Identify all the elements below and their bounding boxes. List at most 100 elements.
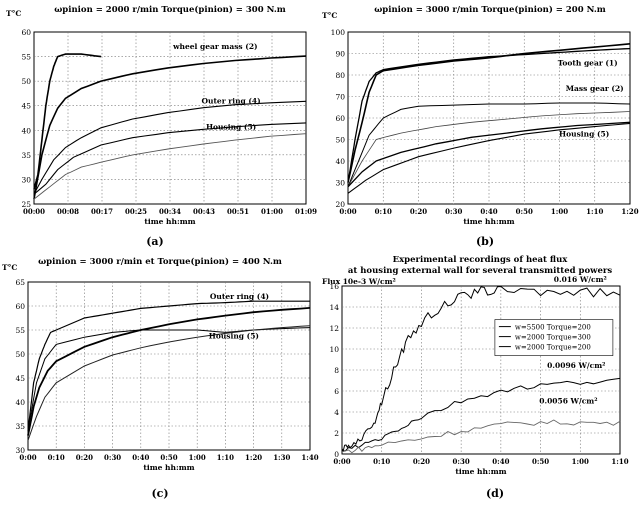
chart-panel-d: Experimental recordings of heat flux at h… [320,252,639,505]
y-tick-label: 30 [21,175,31,184]
series-annotation: Outer ring (4) [201,96,260,105]
y-axis-label-b: T°C [322,11,337,20]
y-tick-label: 40 [335,157,345,166]
series-annotation: Housing (5) [559,129,609,138]
y-tick-label: 30 [335,179,345,188]
series-annotation: Outer ring (4) [210,292,269,301]
y-tick-label: 60 [15,302,25,311]
series-annotation: 0.016 W/cm² [554,275,607,284]
series-annotation: Tooth gear (1) [558,58,618,67]
series-line [33,53,102,190]
y-tick-label: 50 [335,136,345,145]
series-line [347,43,631,183]
series-annotation: 0.0096 W/cm² [547,361,605,370]
y-tick-label: 45 [15,374,25,383]
y-tick-label: 10 [329,345,339,354]
series-line [27,325,311,441]
x-tick-label: 0:30 [453,457,470,466]
y-tick-label: 65 [15,278,25,287]
chart-subtitle-d: at housing external wall for several tra… [348,266,612,276]
series-line [341,285,621,452]
series-line [27,300,310,431]
x-tick-label: 0:30 [445,207,462,216]
legend-entry: w=2000 Torque=200 [515,344,591,352]
chart-panel-c: ωpinion = 3000 r/min et Torque(pinion) =… [0,252,320,505]
y-tick-label: 60 [335,114,345,123]
chart-title-b: ωpinion = 3000 r/min Torque(pinion) = 20… [374,4,606,15]
x-tick-label: 0:20 [413,457,430,466]
legend-box [494,319,614,356]
x-tick-label: 00:51 [227,207,249,216]
y-tick-label: 35 [21,151,31,160]
series-line [347,111,631,187]
chart-a-svg: ωpinion = 2000 r/min Torque(pinion) = 30… [6,4,317,226]
legend-entry: w=2000 Torque=300 [515,334,591,342]
x-tick-label: 1:30 [273,453,290,462]
y-tick-label: 55 [21,53,31,62]
y-tick-label: 90 [335,50,345,59]
x-axis-label-a: time hh:mm [144,217,195,226]
plot-frame-d [341,285,621,455]
series-annotation: 0.0056 W/cm² [539,397,597,406]
x-tick-label: 0:40 [492,457,509,466]
x-tick-label: 1:10 [217,453,234,462]
series-line [347,121,631,188]
x-tick-label: 0:20 [76,453,93,462]
x-tick-label: 1:00 [189,453,206,462]
x-tick-label: 1:10 [586,207,603,216]
x-tick-label: 00:43 [193,207,215,216]
chart-c-svg: ωpinion = 3000 r/min et Torque(pinion) =… [2,256,319,472]
x-tick-label: 0:20 [410,207,427,216]
series-line [33,133,307,200]
x-tick-label: 0:40 [480,207,497,216]
series-annotation: Mass gear (2) [566,84,624,93]
x-tick-label: 0:30 [104,453,121,462]
x-tick-label: 0:00 [339,207,356,216]
x-tick-label: 0:10 [48,453,65,462]
y-tick-label: 35 [15,422,25,431]
y-tick-label: 55 [15,326,25,335]
y-axis-label-c: T°C [2,263,17,272]
y-tick-label: 8 [334,366,339,375]
x-tick-label: 1:20 [245,453,262,462]
x-tick-label: 0:10 [375,207,392,216]
x-axis-label-c: time hh:mm [143,463,194,472]
x-tick-label: 1:40 [301,453,318,462]
y-axis-label-d: Flux 10e-3 W/cm² [322,277,396,286]
panel-label-c: (c) [151,487,169,500]
chart-title-d: Experimental recordings of heat flux [393,255,569,265]
x-tick-label: 0:40 [132,453,149,462]
y-tick-label: 14 [329,303,339,312]
x-tick-label: 01:00 [261,207,283,216]
y-tick-label: 16 [329,282,339,291]
x-tick-label: 1:00 [572,457,589,466]
x-tick-label: 00:00 [23,207,45,216]
x-tick-label: 0:00 [19,453,36,462]
legend-entry: w=5500 Torque=200 [515,324,591,332]
panel-label-d: (d) [485,487,505,500]
chart-panel-b: ωpinion = 3000 r/min Torque(pinion) = 20… [320,0,639,252]
y-tick-label: 70 [335,93,345,102]
y-tick-label: 4 [334,408,339,417]
x-tick-label: 1:00 [551,207,568,216]
y-tick-label: 100 [331,28,346,37]
y-tick-label: 0 [334,450,339,459]
panel-label-b: (b) [475,235,495,248]
panel-label-a: (a) [146,235,164,248]
x-tick-label: 1:10 [611,457,628,466]
x-tick-label: 0:50 [532,457,549,466]
y-tick-label: 50 [21,77,31,86]
series-annotation: Housing (5) [206,122,256,131]
series-line [341,377,621,452]
y-axis-label-a: T°C [6,9,21,18]
series-line [33,100,307,195]
y-tick-label: 6 [334,387,339,396]
chart-title-c: ωpinion = 3000 r/min et Torque(pinion) =… [38,256,282,267]
chart-title-a: ωpinion = 2000 r/min Torque(pinion) = 30… [54,4,286,15]
series-line [347,122,631,194]
series-annotation: Housing (5) [209,332,259,341]
y-tick-label: 50 [15,350,25,359]
y-tick-label: 60 [21,28,31,37]
x-tick-label: 00:08 [57,207,79,216]
